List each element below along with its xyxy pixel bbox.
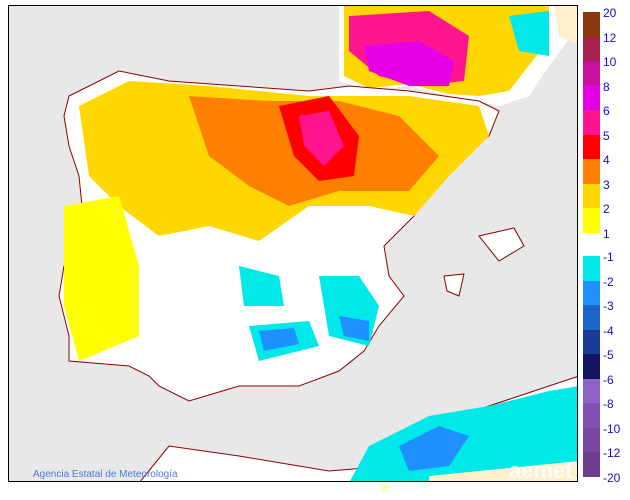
africa-south-band [429,461,577,481]
legend-label: 2 [603,202,610,216]
legend-swatch [583,378,600,403]
legend-label: 6 [603,104,610,118]
legend-swatch [583,208,600,233]
africa-blue [399,426,469,471]
south-blue [259,328,299,351]
legend-label: 20 [603,6,617,20]
legend-swatch [583,427,600,452]
legend-swatch [583,12,600,37]
southeast-blue [339,316,369,341]
legend-swatch [583,36,600,61]
portugal-yellow [64,196,139,361]
legend-swatch [583,329,600,354]
legend-swatch [583,159,600,184]
france-magenta-core [364,41,454,86]
balearic-islands [443,227,525,297]
legend-swatch [583,305,600,330]
legend-label: 8 [603,79,610,94]
legend-swatch [583,85,600,110]
legend-label: -2 [603,274,614,289]
legend-swatch [583,134,600,159]
legend-swatch [583,354,600,379]
aemet-logo: aemet [509,458,573,482]
south-cyan-1 [239,266,284,306]
legend-label: 1 [603,226,610,241]
legend-label: -3 [603,299,614,313]
legend-label: 5 [603,128,610,143]
legend-label: 10 [603,55,617,69]
legend-label: -4 [603,323,614,338]
legend-label: 12 [603,30,617,45]
legend-label: -12 [603,446,621,460]
france-cyan [509,11,549,56]
legend-label: 4 [603,153,610,167]
legend-swatch [583,452,600,477]
ebro-pink [299,111,344,166]
temperature-anomaly-map: Agencia Estatal de Meteorología aemet [8,5,578,482]
legend-swatch [583,61,600,86]
credit-text: Agencia Estatal de Meteorología [33,469,178,480]
legend-label: -10 [603,421,621,436]
legend-label: -8 [603,397,614,411]
ne-corner [554,6,577,45]
legend-label: -6 [603,372,614,387]
legend-label: -5 [603,348,614,362]
legend-swatch [583,403,600,428]
map-svg [58,6,577,481]
legend-swatch [583,280,600,305]
legend-label: -1 [603,250,614,264]
legend-label: 3 [603,177,610,192]
legend-swatch [583,110,600,135]
legend-swatch [583,256,600,281]
meridian-label: 0° [382,485,390,494]
legend-swatch [583,183,600,208]
legend-label: -20 [603,470,621,485]
